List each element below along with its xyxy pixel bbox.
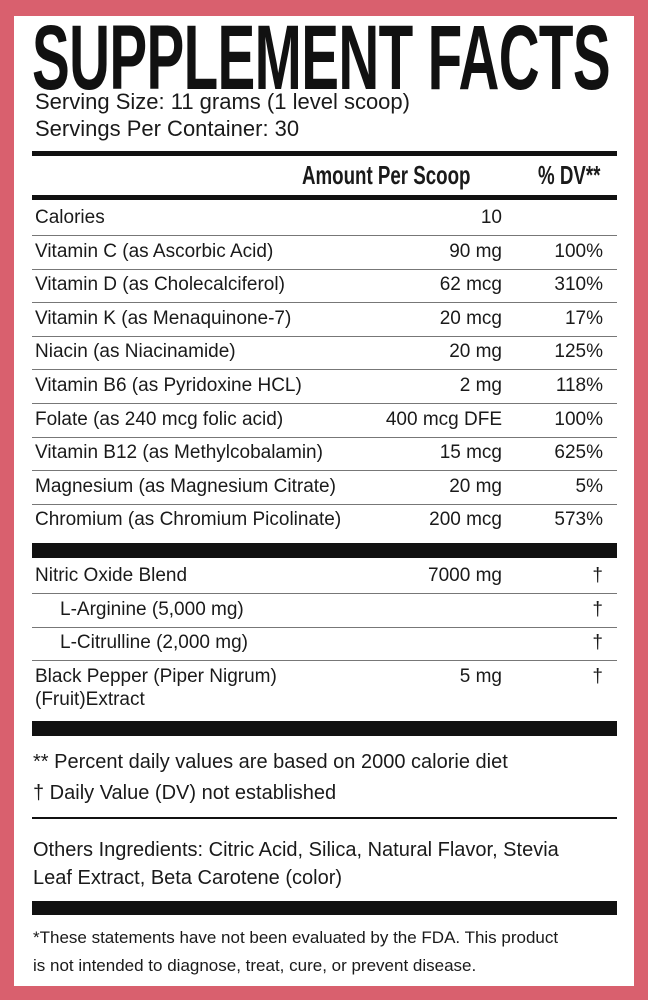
nutrient-name: Chromium (as Chromium Picolinate)	[35, 509, 342, 531]
other-ingredients-line-2: Leaf Extract, Beta Carotene (color)	[33, 867, 343, 889]
nutrient-name: Vitamin D (as Cholecalciferol)	[35, 274, 285, 296]
table-row: Chromium (as Chromium Picolinate) 200 mcg…	[32, 504, 617, 537]
nutrient-amount: 200 mcg	[429, 509, 502, 531]
row-divider	[32, 335, 617, 337]
row-divider	[32, 268, 617, 270]
row-divider	[32, 235, 617, 236]
table-row: Magnesium (as Magnesium Citrate) 20 mg 5%	[32, 471, 617, 504]
header-amount: Amount Per Scoop	[302, 160, 471, 190]
nutrient-name-cont: (Fruit)Extract	[35, 688, 145, 710]
footnote-dv-basis: ** Percent daily values are based on 200…	[33, 751, 508, 773]
row-divider	[32, 660, 617, 661]
nutrient-dv: 118%	[555, 375, 603, 396]
table-row: Vitamin K (as Menaquinone-7) 20 mcg 17%	[32, 303, 617, 336]
nutrient-name: Vitamin C (as Ascorbic Acid)	[35, 240, 274, 262]
table-row: Vitamin C (as Ascorbic Acid) 90 mg 100%	[32, 236, 617, 269]
supplement-facts-panel	[14, 16, 634, 986]
nutrient-name: Vitamin K (as Menaquinone-7)	[35, 307, 292, 329]
table-row: Nitric Oxide Blend 7000 mg †	[32, 560, 617, 593]
row-divider	[32, 436, 617, 438]
divider-thick	[32, 195, 617, 200]
nutrient-name: Vitamin B12 (as Methylcobalamin)	[35, 442, 323, 464]
header-dv: % DV**	[538, 160, 601, 190]
table-row: Vitamin B6 (as Pyridoxine HCL) 2 mg 118%	[32, 370, 617, 403]
fda-disclaimer-line-1: *These statements have not been evaluate…	[33, 928, 559, 947]
nutrient-dv: 100%	[554, 408, 603, 430]
nutrient-name: Nitric Oxide Blend	[35, 565, 188, 586]
table-row: Vitamin B12 (as Methylcobalamin) 15 mcg 62…	[32, 437, 617, 470]
nutrient-name: Vitamin B6 (as Pyridoxine HCL)	[35, 375, 302, 396]
nutrient-dv: 100%	[554, 240, 603, 262]
divider-bar	[32, 721, 617, 736]
nutrient-amount: 20 mcg	[439, 307, 502, 329]
servings-per-container: Servings Per Container: 30	[35, 116, 300, 141]
serving-size: Serving Size: 11 grams (1 level scoop)	[35, 89, 410, 114]
other-ingredients-line-1: Others Ingredients: Citric Acid, Silica,…	[33, 839, 559, 861]
nutrient-dv: 625%	[554, 442, 603, 464]
nutrient-dv: †	[592, 565, 603, 586]
nutrient-amount: 5 mg	[459, 665, 502, 687]
row-divider	[32, 369, 617, 371]
nutrient-name: L-Arginine (5,000 mg)	[60, 598, 244, 620]
nutrient-name: Folate (as 240 mcg folic acid)	[35, 408, 284, 430]
row-divider	[32, 593, 617, 594]
nutrient-name: Niacin (as Niacinamide)	[35, 341, 236, 363]
nutrient-dv: 5%	[575, 475, 603, 497]
nutrient-amount: 7000 mg	[428, 565, 502, 586]
row-divider	[32, 626, 617, 628]
divider	[32, 817, 617, 819]
nutrient-amount: 10	[480, 207, 502, 228]
table-row: Vitamin D (as Cholecalciferol) 62 mcg 310%	[32, 269, 617, 302]
label-title: SUPPLEMENT FACTS	[32, 7, 611, 109]
table-row: L-Arginine (5,000 mg) †	[32, 594, 617, 627]
nutrient-dv: †	[592, 665, 603, 687]
nutrient-name: Black Pepper (Piper Nigrum)	[35, 665, 277, 687]
table-row: Calories 10	[32, 202, 617, 235]
table-row: Black Pepper (Piper Nigrum) (Fruit)Extrac…	[32, 661, 617, 721]
nutrient-dv: 310%	[554, 274, 603, 296]
nutrient-amount: 2 mg	[459, 375, 502, 396]
row-divider	[32, 503, 617, 505]
divider-bar	[32, 543, 617, 558]
table-row: Folate (as 240 mcg folic acid) 400 mcg DF…	[32, 404, 617, 437]
nutrient-dv: †	[592, 632, 603, 653]
nutrient-amount: 15 mcg	[439, 442, 502, 464]
row-divider	[32, 403, 617, 404]
nutrient-dv: 17%	[564, 307, 603, 329]
table-row: Niacin (as Niacinamide) 20 mg 125%	[32, 336, 617, 369]
nutrient-name: L-Citrulline (2,000 mg)	[60, 632, 248, 653]
nutrient-amount: 400 mcg DFE	[385, 408, 502, 430]
nutrient-dv: †	[592, 598, 603, 620]
nutrient-dv: 573%	[554, 509, 603, 531]
nutrient-amount: 62 mcg	[439, 274, 502, 296]
row-divider	[32, 302, 617, 304]
nutrient-amount: 90 mg	[449, 240, 502, 262]
nutrient-amount: 20 mg	[449, 341, 502, 363]
nutrient-name: Calories	[35, 207, 105, 228]
nutrient-dv: 125%	[554, 341, 603, 363]
footnote-dv-not-established: † Daily Value (DV) not established	[33, 782, 337, 804]
divider-thick	[32, 151, 617, 156]
fda-disclaimer-line-2: is not intended to diagnose, treat, cure…	[33, 956, 477, 975]
row-divider	[32, 470, 617, 472]
table-row: L-Citrulline (2,000 mg) †	[32, 627, 617, 660]
nutrient-name: Magnesium (as Magnesium Citrate)	[35, 475, 336, 497]
nutrient-amount: 20 mg	[449, 475, 502, 497]
divider-bar	[32, 901, 617, 915]
